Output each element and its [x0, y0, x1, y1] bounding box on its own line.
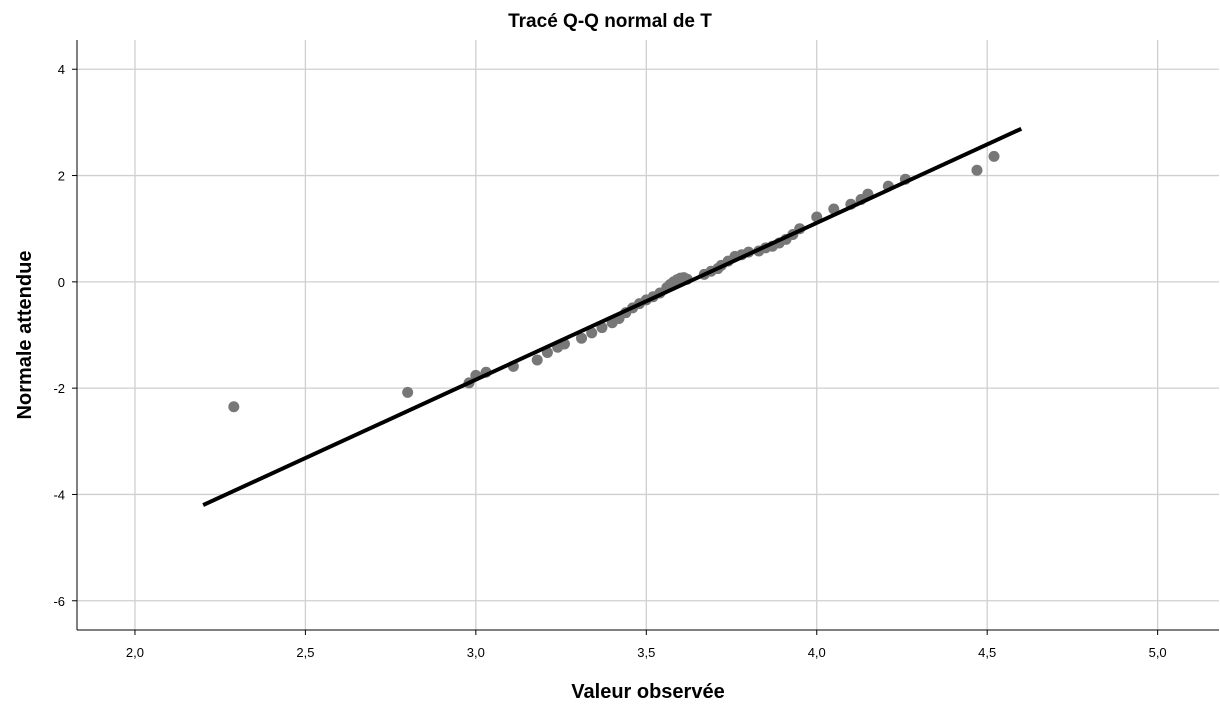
x-tick-label: 4,0 — [808, 645, 826, 660]
x-tick-label: 2,0 — [126, 645, 144, 660]
grid-layer — [77, 40, 1219, 630]
tick-labels-layer: 2,0 2,5 3,0 3,5 4,0 4,5 5,0 4 2 0 -2 -4 -6 — [53, 62, 1166, 660]
y-tick-label: -2 — [53, 381, 65, 396]
x-axis-title: Valeur observée — [571, 681, 724, 703]
y-axis-title: Normale attendue — [14, 251, 36, 420]
y-tick-label: -6 — [53, 594, 65, 609]
data-point — [971, 164, 983, 176]
x-tick-label: 3,0 — [467, 645, 485, 660]
chart-title: Tracé Q-Q normal de T — [508, 11, 712, 32]
reference-line-layer — [202, 126, 1023, 507]
x-tick-label: 5,0 — [1149, 645, 1167, 660]
reference-line — [202, 126, 1023, 507]
data-point — [531, 354, 543, 366]
data-point — [586, 327, 598, 339]
data-point — [988, 150, 1000, 162]
data-point — [402, 386, 414, 398]
x-tick-label: 2,5 — [296, 645, 314, 660]
x-tick-label: 4,5 — [978, 645, 996, 660]
y-tick-label: 0 — [58, 275, 65, 290]
x-tick-label: 3,5 — [637, 645, 655, 660]
axes-layer — [72, 40, 1219, 635]
data-point — [576, 332, 588, 344]
y-tick-label: 4 — [58, 62, 65, 77]
data-point — [228, 401, 240, 413]
y-tick-label: -4 — [53, 487, 65, 502]
y-tick-label: 2 — [58, 169, 65, 184]
